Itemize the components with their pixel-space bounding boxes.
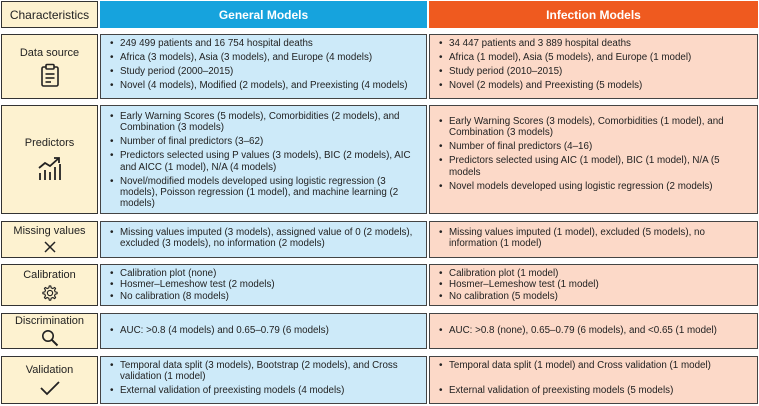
row-label-calibration: Calibration	[1, 264, 98, 306]
row-label-text: Discrimination	[14, 315, 85, 327]
x-mark-icon	[43, 241, 56, 253]
row-label-text: Validation	[25, 364, 74, 376]
list-item: Hosmer–Lemeshow test (1 model)	[439, 279, 751, 291]
list-item: No calibration (8 models)	[110, 291, 420, 303]
infection-calibration-cell: Calibration plot (1 model) Hosmer–Lemesh…	[429, 264, 758, 306]
magnifier-icon	[41, 330, 58, 347]
trend-chart-icon	[37, 157, 61, 180]
list-item: Novel (4 models), Modified (2 models), a…	[110, 80, 420, 92]
list-item: Predictors selected using AIC (1 model),…	[439, 155, 751, 178]
list-item: No calibration (5 models)	[439, 291, 751, 303]
list-item: AUC: >0.8 (4 models) and 0.65–0.79 (6 mo…	[110, 325, 420, 337]
row-label-data-source: Data source	[1, 34, 98, 99]
infection-missing-values-cell: Missing values imputed (1 model), exclud…	[429, 221, 758, 258]
list-item: Early Warning Scores (3 models), Comorbi…	[439, 116, 751, 139]
general-validation-cell: Temporal data split (3 models), Bootstra…	[100, 356, 427, 404]
list-item: External validation of preexisting model…	[110, 385, 420, 397]
list-item: External validation of preexisting model…	[439, 385, 751, 397]
list-item: Calibration plot (none)	[110, 268, 420, 280]
row-label-predictors: Predictors	[1, 105, 98, 214]
general-missing-values-cell: Missing values imputed (3 models), assig…	[100, 221, 427, 258]
list-item: Hosmer–Lemeshow test (2 models)	[110, 279, 420, 291]
row-label-text: Calibration	[23, 268, 76, 281]
row-label-text: Data source	[19, 46, 80, 59]
list-item: 249 499 patients and 16 754 hospital dea…	[110, 38, 420, 50]
header-characteristics: Characteristics	[1, 1, 98, 28]
general-calibration-cell: Calibration plot (none) Hosmer–Lemeshow …	[100, 264, 427, 306]
list-item: AUC: >0.8 (none), 0.65–0.79 (6 models), …	[439, 325, 751, 337]
list-item: Novel models developed using logistic re…	[439, 181, 751, 193]
list-item: Africa (1 model), Asia (5 models), and E…	[439, 52, 751, 64]
list-item: Novel (2 models) and Preexisting (5 mode…	[439, 80, 751, 92]
row-label-text: Missing values	[13, 225, 86, 237]
infection-predictors-cell: Early Warning Scores (3 models), Comorbi…	[429, 105, 758, 214]
general-data-source-cell: 249 499 patients and 16 754 hospital dea…	[100, 34, 427, 99]
gear-icon	[41, 284, 58, 301]
header-general-models: General Models	[100, 1, 427, 28]
list-item: Number of final predictors (3–62)	[110, 136, 420, 148]
checkmark-icon	[39, 381, 60, 396]
list-item: 34 447 patients and 3 889 hospital death…	[439, 38, 751, 50]
infection-data-source-cell: 34 447 patients and 3 889 hospital death…	[429, 34, 758, 99]
row-label-text: Predictors	[24, 137, 75, 149]
header-infection-models: Infection Models	[429, 1, 758, 28]
row-label-missing-values: Missing values	[1, 221, 98, 258]
list-item: Temporal data split (1 model) and Cross …	[439, 360, 751, 372]
list-item: Number of final predictors (4–16)	[439, 141, 751, 153]
list-item: Temporal data split (3 models), Bootstra…	[110, 360, 420, 383]
clipboard-icon	[40, 63, 59, 87]
general-predictors-cell: Early Warning Scores (5 models), Comorbi…	[100, 105, 427, 214]
infection-validation-cell: Temporal data split (1 model) and Cross …	[429, 356, 758, 404]
list-item: Early Warning Scores (5 models), Comorbi…	[110, 111, 420, 134]
list-item: Novel/modified models developed using lo…	[110, 176, 420, 210]
row-label-discrimination: Discrimination	[1, 313, 98, 349]
list-item: Calibration plot (1 model)	[439, 268, 751, 280]
list-item: Missing values imputed (3 models), assig…	[110, 227, 420, 250]
list-item: Missing values imputed (1 model), exclud…	[439, 227, 751, 250]
list-item: Study period (2010–2015)	[439, 66, 751, 78]
list-item: Predictors selected using P values (3 mo…	[110, 150, 420, 173]
list-item: Africa (3 models), Asia (3 models), and …	[110, 52, 420, 64]
infection-discrimination-cell: AUC: >0.8 (none), 0.65–0.79 (6 models), …	[429, 313, 758, 349]
list-item: Study period (2000–2015)	[110, 66, 420, 78]
general-discrimination-cell: AUC: >0.8 (4 models) and 0.65–0.79 (6 mo…	[100, 313, 427, 349]
row-label-validation: Validation	[1, 356, 98, 404]
